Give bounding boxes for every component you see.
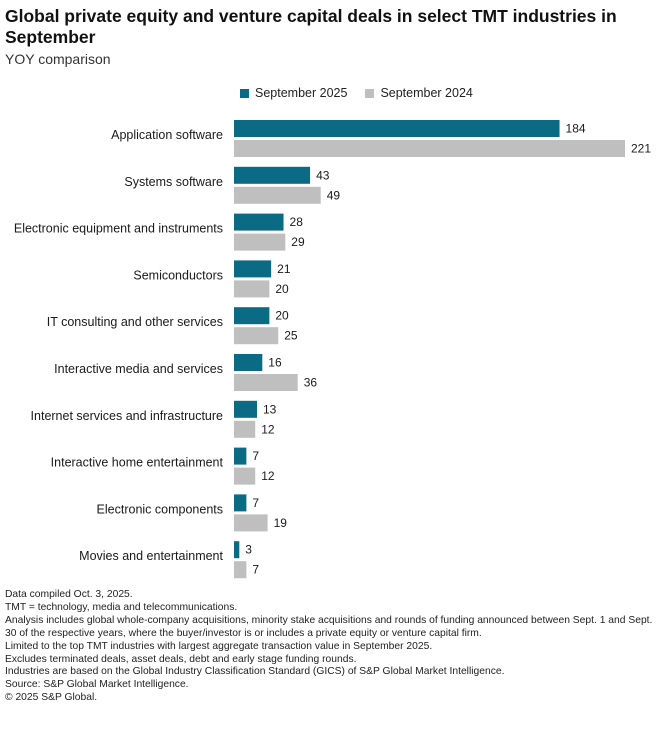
legend-item-2024: September 2024 [365, 86, 473, 100]
data-label: 7 [252, 563, 259, 577]
bar-chart: Application software 184 221 Systems softwa… [14, 120, 651, 579]
bar-2024 [234, 233, 286, 251]
footnote: Analysis includes global whole-company a… [5, 614, 653, 639]
bar-2025 [234, 541, 240, 559]
footnote: Excludes terminated deals, asset deals, … [5, 653, 357, 665]
legend-swatch-2025 [240, 88, 249, 98]
category-label: IT consulting and other services [47, 315, 223, 329]
footnote: Data compiled Oct. 3, 2025. [5, 589, 133, 600]
data-label: 221 [631, 142, 651, 156]
bar-2024 [234, 374, 298, 391]
bar-2024 [234, 280, 270, 298]
footnote: Limited to the top TMT industries with l… [5, 640, 433, 652]
bar-2025 [234, 354, 263, 371]
bar-2024 [234, 140, 625, 157]
bar-2025 [234, 260, 272, 278]
category-label: Internet services and infrastructure [31, 409, 223, 423]
data-label: 29 [291, 235, 305, 249]
bar-2025 [234, 120, 560, 137]
category-label: Application software [111, 128, 223, 142]
data-label: 7 [252, 449, 259, 463]
bar-2025 [234, 307, 270, 325]
data-label: 25 [284, 329, 298, 343]
footnote: TMT = technology, media and telecommunic… [5, 601, 238, 613]
bar-2025 [234, 166, 311, 184]
legend-label-2025: September 2025 [255, 86, 348, 100]
data-label: 7 [252, 496, 259, 510]
bar-2025 [234, 447, 247, 465]
data-label: 49 [327, 188, 341, 202]
bar-2024 [234, 561, 247, 579]
data-label: 21 [277, 262, 291, 276]
bar-2025 [234, 213, 284, 231]
data-label: 12 [261, 422, 275, 436]
category-label: Electronic equipment and instruments [14, 222, 223, 236]
category-label: Electronic components [97, 502, 223, 516]
footnote-copyright: © 2025 S&P Global. [5, 692, 98, 704]
data-label: 184 [566, 122, 586, 136]
data-label: 20 [275, 309, 289, 323]
bar-2024 [234, 186, 321, 204]
chart-subtitle: YOY comparison [5, 51, 111, 67]
bar-2024 [234, 327, 279, 345]
data-label: 19 [274, 516, 288, 530]
bar-2024 [234, 514, 268, 532]
data-label: 12 [261, 469, 275, 483]
footnote: Industries are based on the Global Indus… [5, 666, 505, 678]
category-label: Movies and entertainment [79, 549, 223, 563]
bar-2025 [234, 400, 257, 418]
data-label: 13 [263, 402, 277, 416]
data-label: 43 [316, 168, 330, 182]
category-label: Interactive home entertainment [51, 456, 224, 470]
chart-title: Global private equity and venture capita… [5, 6, 617, 47]
data-label: 28 [290, 215, 304, 229]
data-label: 16 [268, 356, 282, 370]
category-label: Semiconductors [133, 268, 223, 282]
legend-swatch-2024 [365, 88, 375, 98]
data-label: 20 [275, 282, 289, 296]
footnote-source: Source: S&P Global Market Intelligence. [5, 679, 189, 691]
legend-label-2024: September 2024 [380, 86, 473, 100]
category-label: Systems software [124, 175, 223, 189]
legend: September 2025 September 2024 [240, 86, 473, 100]
legend-item-2025: September 2025 [240, 86, 347, 100]
bar-2025 [234, 494, 247, 512]
data-label: 3 [245, 543, 252, 557]
data-label: 36 [304, 376, 318, 390]
bar-2024 [234, 420, 256, 438]
bar-2024 [234, 467, 256, 485]
footnotes: Data compiled Oct. 3, 2025. TMT = techno… [5, 589, 655, 705]
category-label: Interactive media and services [54, 362, 223, 376]
